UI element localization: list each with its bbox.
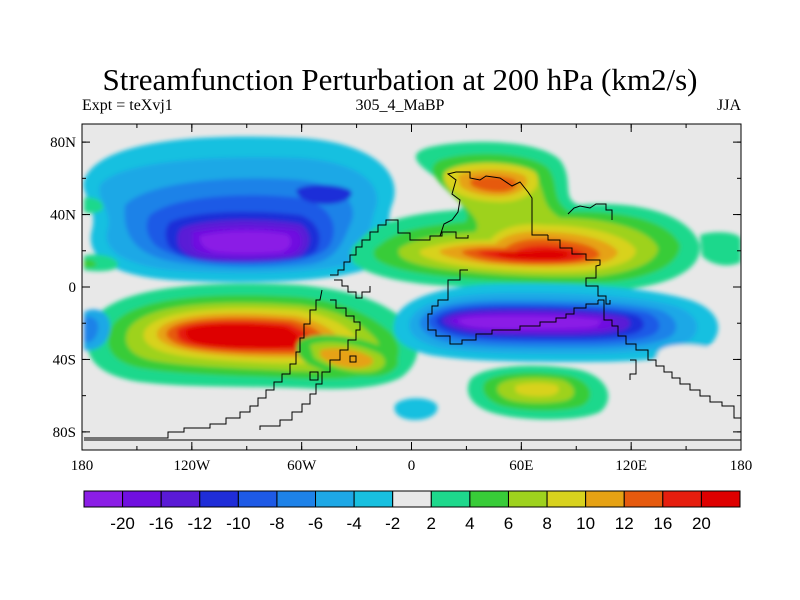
colorbar-label: -8 xyxy=(269,514,284,533)
colorbar-label: 4 xyxy=(465,514,474,533)
coastline-asia xyxy=(547,235,611,305)
lat-tick-label: 40N xyxy=(50,208,76,224)
experiment-label: Expt = teXvj1 xyxy=(82,97,173,114)
colorbar: -20 -16 -12 -10 -8 -6 -4 -2 2 4 6 8 10 12 16 20 xyxy=(83,490,741,533)
colorbar-swatch xyxy=(430,490,471,508)
lat-tick-label: 40S xyxy=(53,352,76,368)
colorbar-label: 2 xyxy=(427,514,436,533)
coastlines xyxy=(84,171,741,441)
lon-tick-label: 60W xyxy=(287,458,317,474)
colorbar-swatch xyxy=(700,490,741,508)
streamfunction-field xyxy=(83,136,741,420)
chart-title: Streamfunction Perturbation at 200 hPa (… xyxy=(102,62,698,97)
lon-tick-label: 180 xyxy=(730,458,753,474)
lon-tick-label: 120W xyxy=(173,458,211,474)
colorbar-swatch xyxy=(83,490,124,508)
lat-tick-label: 0 xyxy=(69,280,77,296)
positive-cell-eurasia xyxy=(350,141,701,291)
coastline-east-margin xyxy=(629,359,637,380)
lon-tick-label: 60E xyxy=(509,458,533,474)
coastline-gondwana-north xyxy=(427,269,599,345)
colorbar-label: -10 xyxy=(226,514,251,533)
coastline-central-america xyxy=(334,279,371,299)
latitude-axis: 80N 40N 0 40S 80S xyxy=(50,135,741,441)
coastline-europe xyxy=(439,171,548,237)
lon-tick-label: 0 xyxy=(408,458,416,474)
colorbar-swatch xyxy=(585,490,625,508)
colorbar-label: 10 xyxy=(576,514,595,533)
colorbar-swatch xyxy=(199,490,239,508)
colorbar-swatch xyxy=(353,490,394,508)
colorbar-label: -12 xyxy=(187,514,212,533)
coastline-asia-north xyxy=(567,203,613,220)
colorbar-label: -16 xyxy=(149,514,174,533)
coastline-south-america-east xyxy=(259,299,361,430)
season-label: JJA xyxy=(716,97,741,114)
lon-tick-label: 180 xyxy=(71,458,94,474)
coastline-south-america-west xyxy=(84,289,323,439)
colorbar-swatch xyxy=(122,490,162,508)
colorbar-swatch xyxy=(160,490,201,508)
coastline-australia-antarctica xyxy=(598,299,741,419)
lat-tick-label: 80S xyxy=(53,425,76,441)
run-label: 305_4_MaBP xyxy=(355,97,445,114)
colorbar-swatch xyxy=(507,490,548,508)
colorbar-label: 8 xyxy=(542,514,551,533)
colorbar-label: 20 xyxy=(692,514,711,533)
positive-cell-south-america xyxy=(86,283,418,389)
colorbar-swatch xyxy=(469,490,509,508)
colorbar-swatch xyxy=(237,490,278,508)
colorbar-label: -20 xyxy=(110,514,135,533)
lon-tick-label: 120E xyxy=(615,458,647,474)
coastline-south-atlantic-islands xyxy=(309,355,357,381)
colorbar-label: -2 xyxy=(385,514,400,533)
colorbar-label: 12 xyxy=(615,514,634,533)
colorbar-label: -4 xyxy=(347,514,362,533)
lat-tick-label: 80N xyxy=(50,135,76,151)
colorbar-label: 16 xyxy=(653,514,672,533)
negative-cell-north-america xyxy=(83,136,395,283)
colorbar-swatch xyxy=(623,490,664,508)
colorbar-swatch xyxy=(662,490,702,508)
positive-cell-southern-ocean xyxy=(467,365,609,420)
colorbar-swatch xyxy=(546,490,587,508)
colorbar-swatch xyxy=(315,490,355,508)
coastline-north-america-margin xyxy=(330,219,469,276)
longitude-axis: 180 120W 60W 0 60E 120E 180 xyxy=(71,124,753,474)
colorbar-label: 6 xyxy=(504,514,513,533)
colorbar-swatch xyxy=(392,490,432,508)
colorbar-swatch xyxy=(276,490,317,508)
colorbar-label: -6 xyxy=(308,514,323,533)
